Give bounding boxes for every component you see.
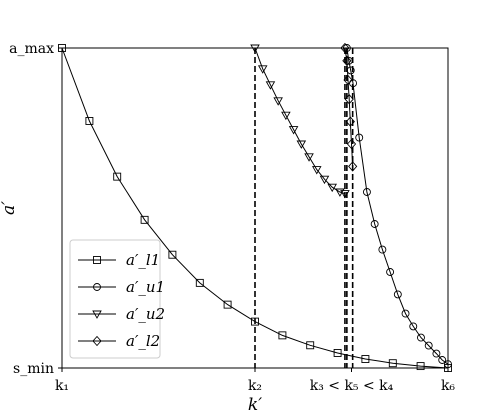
series-2-point — [355, 133, 364, 142]
series-line-2 — [346, 47, 449, 365]
series-3-point — [327, 183, 337, 193]
series-line-1 — [61, 47, 449, 369]
series-3-point — [311, 166, 322, 175]
series-2-point — [438, 356, 447, 364]
series-3-point — [319, 175, 330, 185]
legend-marker — [92, 335, 102, 347]
x-tick-label: k₁ — [55, 378, 69, 394]
series-4-point — [346, 138, 357, 150]
series-3-point — [340, 190, 350, 199]
x-tick-label: k₆ — [441, 378, 455, 394]
series-line-3 — [254, 47, 346, 195]
legend-label: a′_l1 — [126, 251, 160, 269]
series-1-point — [223, 300, 232, 309]
series-2-point — [432, 349, 441, 358]
series-2-point — [393, 290, 402, 299]
series-3-point — [288, 126, 299, 135]
series-2-point — [378, 245, 387, 254]
series-1-point — [306, 341, 315, 350]
series-4-point — [340, 42, 350, 54]
series-3-point — [296, 140, 307, 149]
series-3-point — [273, 97, 283, 106]
series-line-4 — [344, 47, 354, 167]
series-4-point — [345, 116, 355, 127]
series-2-point — [344, 56, 353, 65]
y-axis-label: a′ — [0, 201, 19, 215]
series-1-point — [278, 331, 287, 340]
series-1-point — [333, 349, 342, 357]
series-1-point — [361, 355, 370, 363]
series-1-point — [416, 362, 425, 371]
x-axis-label: k′ — [248, 395, 262, 415]
legend-box — [69, 239, 161, 359]
legend-marker — [93, 283, 101, 291]
series-1-point — [195, 278, 204, 287]
legend-label: a′_u2 — [126, 305, 165, 323]
series-1-point — [251, 317, 259, 326]
series-2-point — [362, 188, 371, 196]
y-tick-label: s_min — [13, 361, 54, 377]
series-2-point — [409, 322, 418, 331]
dashed-vlines — [254, 48, 354, 368]
legend-marker — [92, 310, 102, 319]
series-2-point — [401, 309, 410, 318]
series-3-point — [304, 153, 314, 162]
series-4-point — [348, 161, 358, 172]
series-1-point — [140, 215, 149, 224]
y-tick-label: a_max — [9, 41, 54, 57]
y-axis-ticks: s_min a_max — [9, 41, 62, 377]
series-2-point — [417, 333, 425, 342]
series-3-point — [265, 81, 276, 90]
series-1-point — [388, 359, 397, 368]
series-4-point — [342, 55, 352, 66]
series-1-point — [113, 172, 122, 181]
legend-marker — [93, 256, 101, 264]
series-3-point — [281, 111, 291, 121]
legend-label: a′_u1 — [126, 278, 165, 296]
series-3-point — [257, 65, 268, 74]
legend-label: a′_l2 — [126, 332, 160, 350]
series-1-point — [85, 117, 94, 125]
x-tick-label: k₃ < k₅ < k₄ — [310, 378, 394, 394]
x-tick-label: k₂ — [248, 378, 262, 394]
legend: a′_l1 a′_u1 a′_u2 a′_l2 — [69, 239, 165, 359]
series-2-point — [346, 66, 355, 75]
series-4-point — [343, 74, 353, 86]
x-axis-ticks: k₁ k₂ k₃ < k₅ < k₄ k₆ — [55, 368, 455, 394]
series-markers — [58, 42, 452, 372]
series-2-point — [424, 341, 433, 350]
series-2-point — [370, 220, 379, 228]
series-1-point — [168, 250, 177, 259]
series-4-point — [344, 94, 354, 105]
series-2-point — [386, 268, 395, 276]
